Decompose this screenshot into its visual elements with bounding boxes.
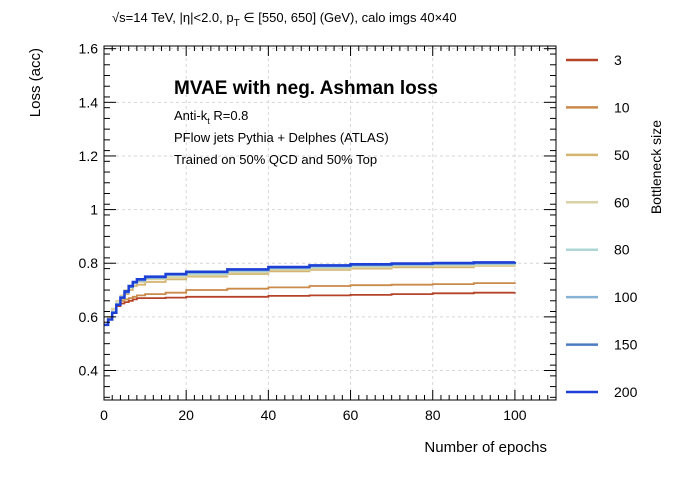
annotation-line3: Trained on 50% QCD and 50% Top: [174, 152, 377, 167]
legend-label-100: 100: [614, 289, 638, 305]
y-tick-label: 1: [90, 202, 98, 218]
x-tick-label: 80: [425, 407, 441, 423]
legend-label-50: 50: [614, 147, 630, 163]
annotation-algo-rest: R=0.8: [210, 108, 249, 123]
legend-label-10: 10: [614, 99, 630, 115]
plot-area: [104, 46, 556, 400]
y-tick-label: 1.4: [79, 94, 99, 110]
x-axis-label: Number of epochs: [424, 439, 547, 456]
x-tick-label: 20: [178, 407, 194, 423]
y-tick-label: 1.6: [79, 41, 99, 57]
legend-label-60: 60: [614, 194, 630, 210]
x-tick-label: 40: [261, 407, 277, 423]
axis-tick-labels: 0 20 40 60 80 100 0.4 0.6 0.8 1 1.2 1.4 1.6: [79, 41, 527, 423]
header-text-after: ∈ [550, 650] (GeV), calo imgs 40×40: [240, 10, 457, 25]
x-tick-label: 0: [100, 407, 108, 423]
y-tick-label: 0.6: [79, 309, 99, 325]
annotation-algo-main: Anti-k: [174, 108, 208, 123]
annotation-algo-sub: t: [207, 116, 210, 126]
chart-header: √s=14 TeV, |η|<2.0, pT ∈ [550, 650] (GeV…: [112, 10, 457, 29]
series-lines: [104, 261, 517, 327]
y-tick-label: 0.4: [79, 363, 99, 379]
header-text: s=14 TeV, |η|<2.0, p: [119, 10, 233, 25]
series-line-60: [104, 264, 516, 326]
plot-frame: [103, 45, 557, 401]
legend-label-80: 80: [614, 242, 630, 258]
header-subscript: T: [234, 18, 240, 29]
legend-title: Bottleneck size: [648, 120, 664, 214]
y-axis-label: Loss (acc): [27, 48, 44, 117]
legend-label-200: 200: [614, 384, 638, 400]
header-sqrt: √: [112, 10, 120, 25]
x-tick-label: 100: [503, 407, 527, 423]
x-tick-label: 60: [343, 407, 359, 423]
annotation-line2: PFlow jets Pythia + Delphes (ATLAS): [174, 130, 389, 145]
legend-label-3: 3: [614, 52, 622, 68]
y-tick-label: 0.8: [79, 255, 99, 271]
axis-ticks: [103, 46, 557, 400]
annotation-algo: Anti-kt R=0.8: [174, 108, 248, 126]
chart-title: MVAE with neg. Ashman loss: [174, 78, 438, 99]
legend-label-150: 150: [614, 337, 638, 353]
series-line-200: [104, 261, 517, 327]
legend: 3 10 50 60 80 100 150 200: [566, 52, 638, 400]
y-tick-label: 1.2: [79, 148, 99, 164]
